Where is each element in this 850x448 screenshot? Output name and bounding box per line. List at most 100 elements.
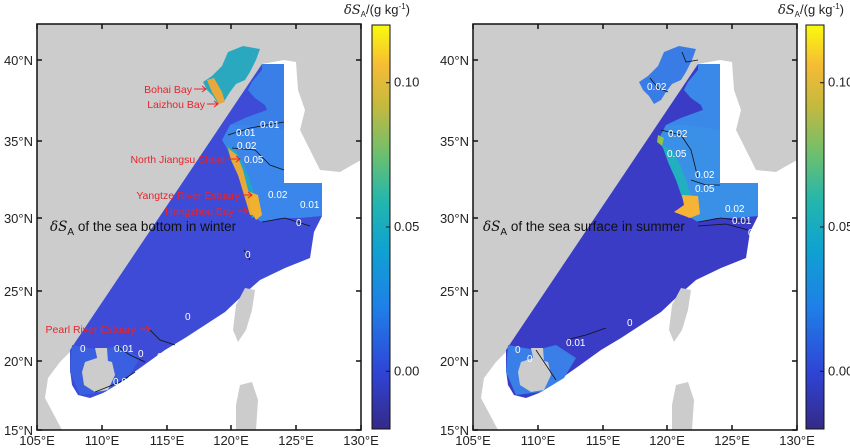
lat-tick-label: 20°N: [440, 354, 469, 369]
colorbar-tick-label: 0.05: [394, 219, 419, 234]
arrow-head-icon: [243, 207, 249, 215]
lon-tick-label: 125°E: [278, 433, 314, 448]
lat-tick-label: 20°N: [4, 354, 33, 369]
lon-tick-label: 120°E: [649, 433, 685, 448]
contour-line: [535, 349, 557, 381]
contour-label: 0: [245, 250, 251, 261]
contour-line: [649, 77, 669, 93]
contour-line: [94, 371, 136, 393]
korea-land: [732, 24, 797, 168]
contour-label: 0.01: [260, 120, 280, 131]
contour-label: 0: [138, 349, 144, 360]
contour-label: 0.02: [237, 141, 257, 152]
colorbar-tick-label: 0.10: [828, 75, 850, 90]
lon-tick-label: 130°E: [779, 433, 815, 448]
contour-label: 0: [515, 345, 521, 356]
luzon-island: [236, 382, 258, 430]
jiangsu-coast-high: [657, 135, 664, 146]
contour-label: 0.01: [566, 338, 586, 349]
contour-label: 0.05: [667, 149, 687, 160]
contour-label: 0: [748, 228, 754, 239]
contour-line: [681, 51, 699, 63]
contour-label: 0.01: [114, 344, 134, 355]
contour-label: 0.01: [113, 377, 133, 388]
region-annotation: Laizhou Bay: [147, 99, 206, 111]
map-frame: [472, 23, 798, 431]
arrow-head-icon: [235, 155, 241, 163]
contour-label: 0: [185, 312, 191, 323]
contour-line: [697, 223, 749, 231]
map-title: δSA of the sea surface in summer: [483, 219, 685, 238]
lat-tick-label: 30°N: [4, 211, 33, 226]
lon-tick-label: 105°E: [19, 433, 55, 448]
estuary-high: [674, 195, 700, 218]
region-annotation: Yangtze River Estuary: [136, 190, 240, 202]
contour-label: 0.01: [236, 128, 256, 139]
leizhou-peninsula: [95, 348, 108, 362]
contour-label: 0.02: [695, 170, 715, 181]
lon-tick-label: 110°E: [85, 433, 120, 448]
jiangsu-shoal-high: [228, 148, 256, 215]
lat-tick-label: 35°N: [440, 134, 469, 149]
yellow-sea-field: [666, 64, 720, 130]
taiwan-island: [669, 288, 691, 342]
contour-label: 0.02: [725, 204, 745, 215]
lon-tick-label: 120°E: [213, 433, 249, 448]
region-annotation: North Jiangsu Shoal: [130, 154, 225, 166]
taiwan-island: [233, 288, 255, 342]
contour-line: [243, 249, 251, 261]
leizhou-peninsula: [531, 348, 544, 362]
contour-label: 0.02: [668, 129, 688, 140]
region-annotation: Pearl River Estuary: [46, 324, 137, 336]
map-title: δSA of the sea bottom in winter: [50, 219, 237, 238]
hainan-island: [518, 358, 551, 392]
contour-label: 0: [527, 354, 533, 365]
lon-tick-label: 115°E: [150, 433, 185, 448]
colorbar-tick-label: 0.05: [828, 219, 850, 234]
colorbar-tick-label: 0.10: [394, 75, 419, 90]
lon-tick-label: 115°E: [586, 433, 621, 448]
lat-tick-label: 25°N: [4, 284, 33, 299]
arrow-head-icon: [201, 85, 207, 93]
arrow-head-icon: [247, 191, 253, 199]
region-annotation: Hangzhou Bay: [165, 206, 235, 218]
estuary-high: [250, 192, 262, 220]
laizhou-high: [207, 78, 225, 104]
contour-label: 0.02: [647, 82, 667, 93]
contour-label: 0.02: [268, 190, 288, 201]
contour-line: [261, 217, 311, 227]
contour-label: 0: [627, 318, 633, 329]
contour-label: 0.01: [300, 200, 320, 211]
region-annotation: Bohai Bay: [144, 84, 193, 96]
lat-tick-label: 40°N: [440, 53, 469, 68]
map-frame: [36, 23, 362, 431]
lon-tick-label: 130°E: [343, 433, 379, 448]
contour-label: 0.01: [732, 216, 752, 227]
lon-tick-label: 105°E: [455, 433, 491, 448]
lat-tick-label: 25°N: [440, 284, 469, 299]
lat-tick-label: 40°N: [4, 53, 33, 68]
colorbar-label: δSA/(g kg-1): [344, 2, 410, 19]
hainan-island: [82, 358, 115, 392]
contour-label: 0: [80, 344, 86, 355]
colorbar-label: δSA/(g kg-1): [778, 2, 844, 19]
contour-line: [565, 327, 607, 341]
yellow-sea-field: [230, 64, 284, 130]
contour-label: 0: [296, 218, 302, 229]
contour-line: [231, 147, 285, 171]
bohai-field: [639, 46, 696, 104]
contour-line: [149, 329, 176, 346]
contour-line: [114, 344, 146, 363]
contour-line: [690, 179, 720, 186]
contour-label: 0: [157, 352, 163, 363]
contour-line: [660, 129, 699, 179]
lat-tick-label: 15°N: [440, 423, 469, 438]
arrow-head-icon: [213, 100, 219, 108]
lon-tick-label: 110°E: [521, 433, 556, 448]
contour-line: [697, 217, 752, 223]
contour-line: [227, 121, 285, 136]
arrow-head-icon: [145, 325, 151, 333]
